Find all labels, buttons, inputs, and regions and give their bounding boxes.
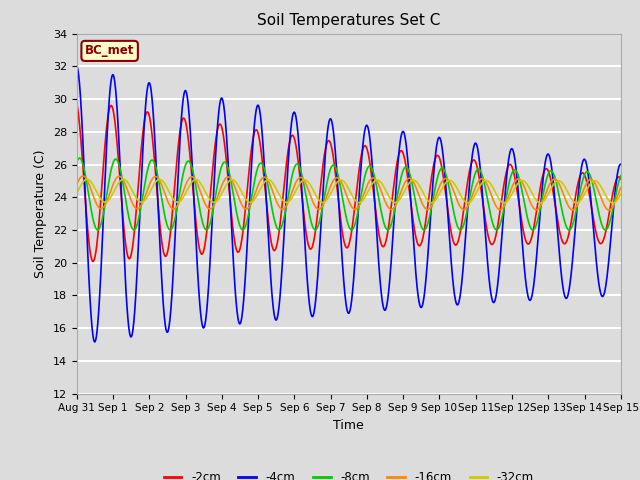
-16cm: [323, 192, 331, 198]
-16cm: [73, 181, 81, 187]
-4cm: [101, 181, 109, 187]
-8cm: [601, 227, 609, 233]
-16cm: [601, 204, 609, 210]
-16cm: [602, 204, 609, 210]
Line: -16cm: -16cm: [77, 176, 621, 210]
-4cm: [502, 188, 509, 193]
-2cm: [601, 232, 609, 238]
-32cm: [101, 199, 109, 205]
Line: -8cm: -8cm: [77, 158, 621, 230]
-2cm: [602, 231, 609, 237]
-8cm: [73, 159, 81, 165]
Y-axis label: Soil Temperature (C): Soil Temperature (C): [35, 149, 47, 278]
-4cm: [617, 161, 625, 167]
-8cm: [602, 227, 609, 233]
-8cm: [502, 198, 509, 204]
-2cm: [323, 140, 331, 145]
-16cm: [605, 207, 612, 213]
-4cm: [73, 63, 81, 69]
-2cm: [502, 173, 509, 179]
-16cm: [502, 201, 509, 206]
-4cm: [602, 286, 609, 291]
-8cm: [76, 155, 83, 161]
-2cm: [90, 259, 97, 264]
-4cm: [601, 287, 609, 293]
-32cm: [323, 196, 331, 202]
-4cm: [323, 132, 331, 137]
-2cm: [101, 144, 109, 150]
-32cm: [83, 176, 91, 182]
-32cm: [502, 200, 509, 205]
-16cm: [338, 180, 346, 186]
Line: -2cm: -2cm: [77, 104, 621, 262]
-2cm: [338, 224, 346, 230]
-16cm: [617, 185, 625, 191]
-32cm: [602, 192, 609, 198]
Title: Soil Temperatures Set C: Soil Temperatures Set C: [257, 13, 440, 28]
-8cm: [338, 190, 346, 196]
-32cm: [338, 177, 346, 183]
-32cm: [609, 200, 617, 206]
-8cm: [101, 203, 109, 209]
Legend: -2cm, -4cm, -8cm, -16cm, -32cm: -2cm, -4cm, -8cm, -16cm, -32cm: [159, 466, 539, 480]
X-axis label: Time: Time: [333, 419, 364, 432]
-8cm: [617, 173, 625, 179]
-8cm: [602, 227, 609, 233]
-4cm: [338, 248, 346, 253]
-32cm: [617, 191, 625, 197]
-4cm: [91, 339, 99, 345]
-32cm: [601, 192, 609, 197]
-16cm: [79, 173, 87, 179]
Line: -4cm: -4cm: [77, 66, 621, 342]
Text: BC_met: BC_met: [85, 44, 134, 58]
-2cm: [73, 101, 81, 107]
-16cm: [101, 203, 109, 208]
-2cm: [617, 176, 625, 182]
-32cm: [73, 190, 81, 196]
Line: -32cm: -32cm: [77, 179, 621, 203]
-8cm: [323, 179, 331, 185]
